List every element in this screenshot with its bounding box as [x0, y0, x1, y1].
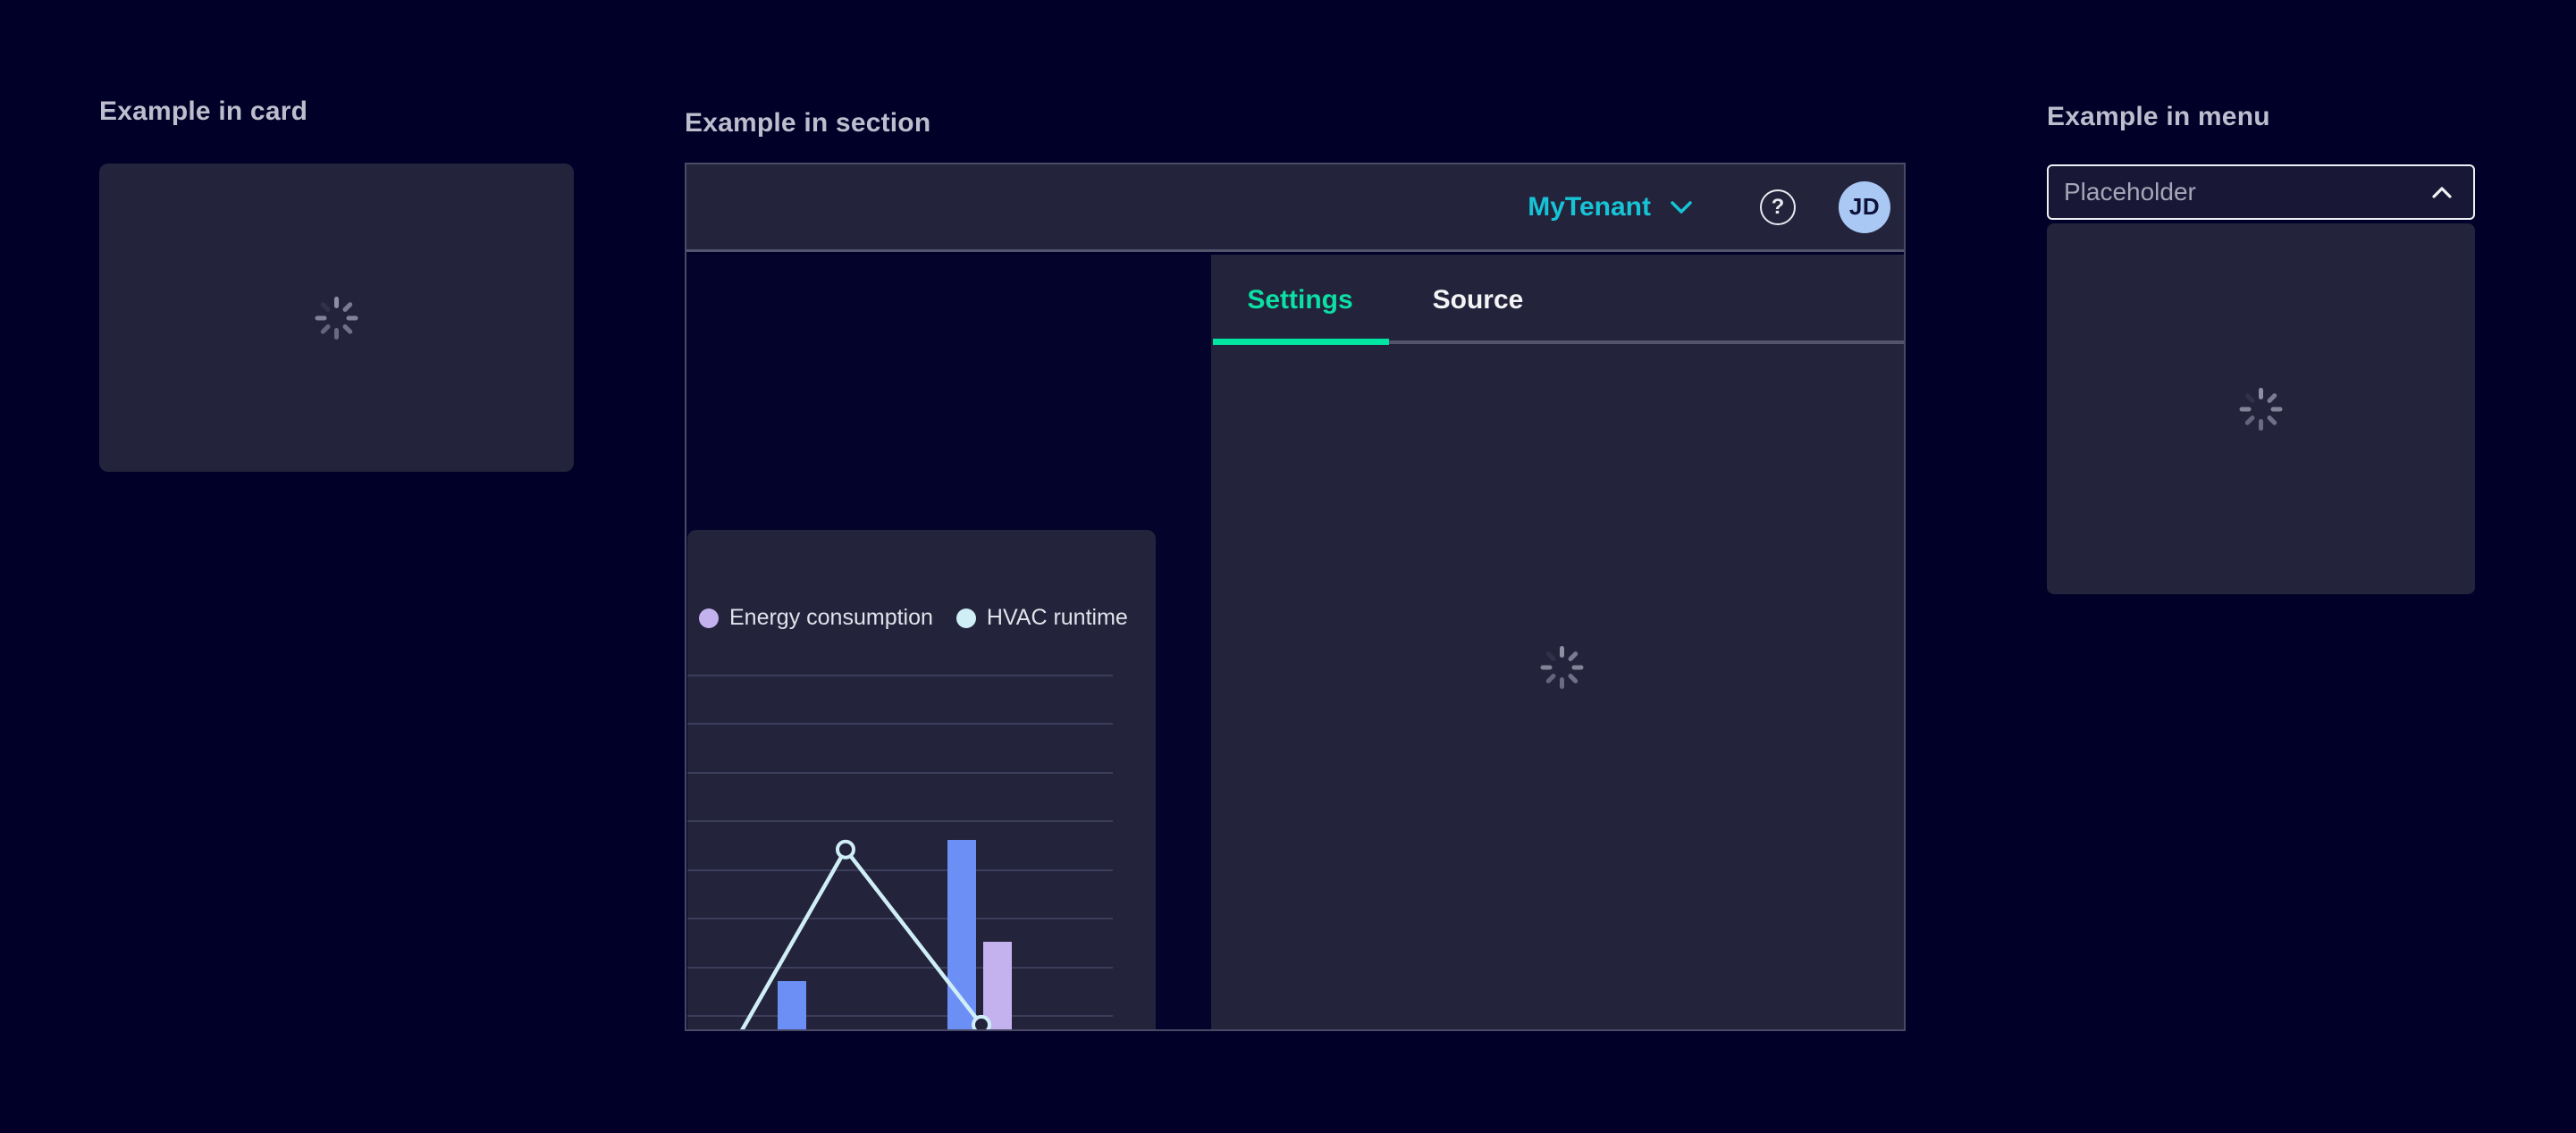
chart-bar: [983, 942, 1012, 1029]
section-content-panel: Settings Source: [1211, 255, 1904, 1029]
tab-bar-divider: [1389, 340, 1904, 344]
chart-gridline: [687, 869, 1113, 871]
chart-gridline: [687, 1015, 1113, 1017]
help-glyph: ?: [1771, 194, 1785, 219]
chart-line-series: [740, 839, 991, 1029]
application-section: MyTenant ? JD Energy consumption HVAC ru…: [685, 163, 1906, 1031]
demo-card: [99, 164, 574, 472]
chart-line-marker: [836, 839, 855, 860]
dropdown-trigger[interactable]: Placeholder: [2047, 164, 2475, 220]
chart-gridline: [687, 771, 1113, 774]
chart-legend: Energy consumption HVAC runtime: [699, 605, 1128, 631]
chevron-down-icon: [1671, 200, 1692, 214]
legend-label: HVAC runtime: [986, 605, 1128, 630]
chart-card: Energy consumption HVAC runtime: [687, 530, 1156, 1029]
menu-example-title: Example in menu: [2047, 102, 2270, 131]
help-icon[interactable]: ?: [1760, 189, 1796, 225]
chart-line-marker: [972, 1014, 991, 1029]
chart-gridline: [687, 820, 1113, 822]
active-tab-underline: [1213, 339, 1389, 345]
loading-spinner-icon: [2239, 387, 2283, 431]
tab-source[interactable]: Source: [1432, 284, 1524, 315]
tenant-label: MyTenant: [1528, 191, 1651, 222]
loading-spinner-icon: [1540, 646, 1583, 689]
tab-bar: Settings Source: [1211, 255, 1904, 345]
legend-item-energy-consumption[interactable]: Energy consumption: [699, 605, 933, 631]
panel-loading-area: [1540, 646, 1583, 689]
legend-item-hvac-runtime[interactable]: HVAC runtime: [955, 605, 1128, 631]
dropdown-menu-panel[interactable]: [2047, 223, 2475, 594]
section-example-title: Example in section: [685, 108, 931, 138]
legend-label: Energy consumption: [729, 605, 933, 630]
chart-gridline: [687, 674, 1113, 676]
dropdown-placeholder: Placeholder: [2064, 178, 2196, 206]
legend-dot-icon: [699, 608, 719, 628]
loading-spinner-icon: [315, 296, 358, 340]
tenant-selector[interactable]: MyTenant: [1528, 192, 1692, 222]
chevron-up-icon: [2432, 187, 2452, 198]
tab-settings[interactable]: Settings: [1247, 284, 1353, 315]
application-header: MyTenant ? JD: [686, 164, 1904, 252]
legend-dot-icon: [955, 608, 976, 628]
section-content-left: Energy consumption HVAC runtime: [686, 255, 1211, 1029]
chart-gridline: [687, 723, 1113, 725]
chart-gridline: [687, 966, 1113, 969]
card-example-title: Example in card: [99, 97, 308, 126]
chart-bar: [778, 980, 806, 1029]
avatar[interactable]: JD: [1839, 180, 1890, 233]
